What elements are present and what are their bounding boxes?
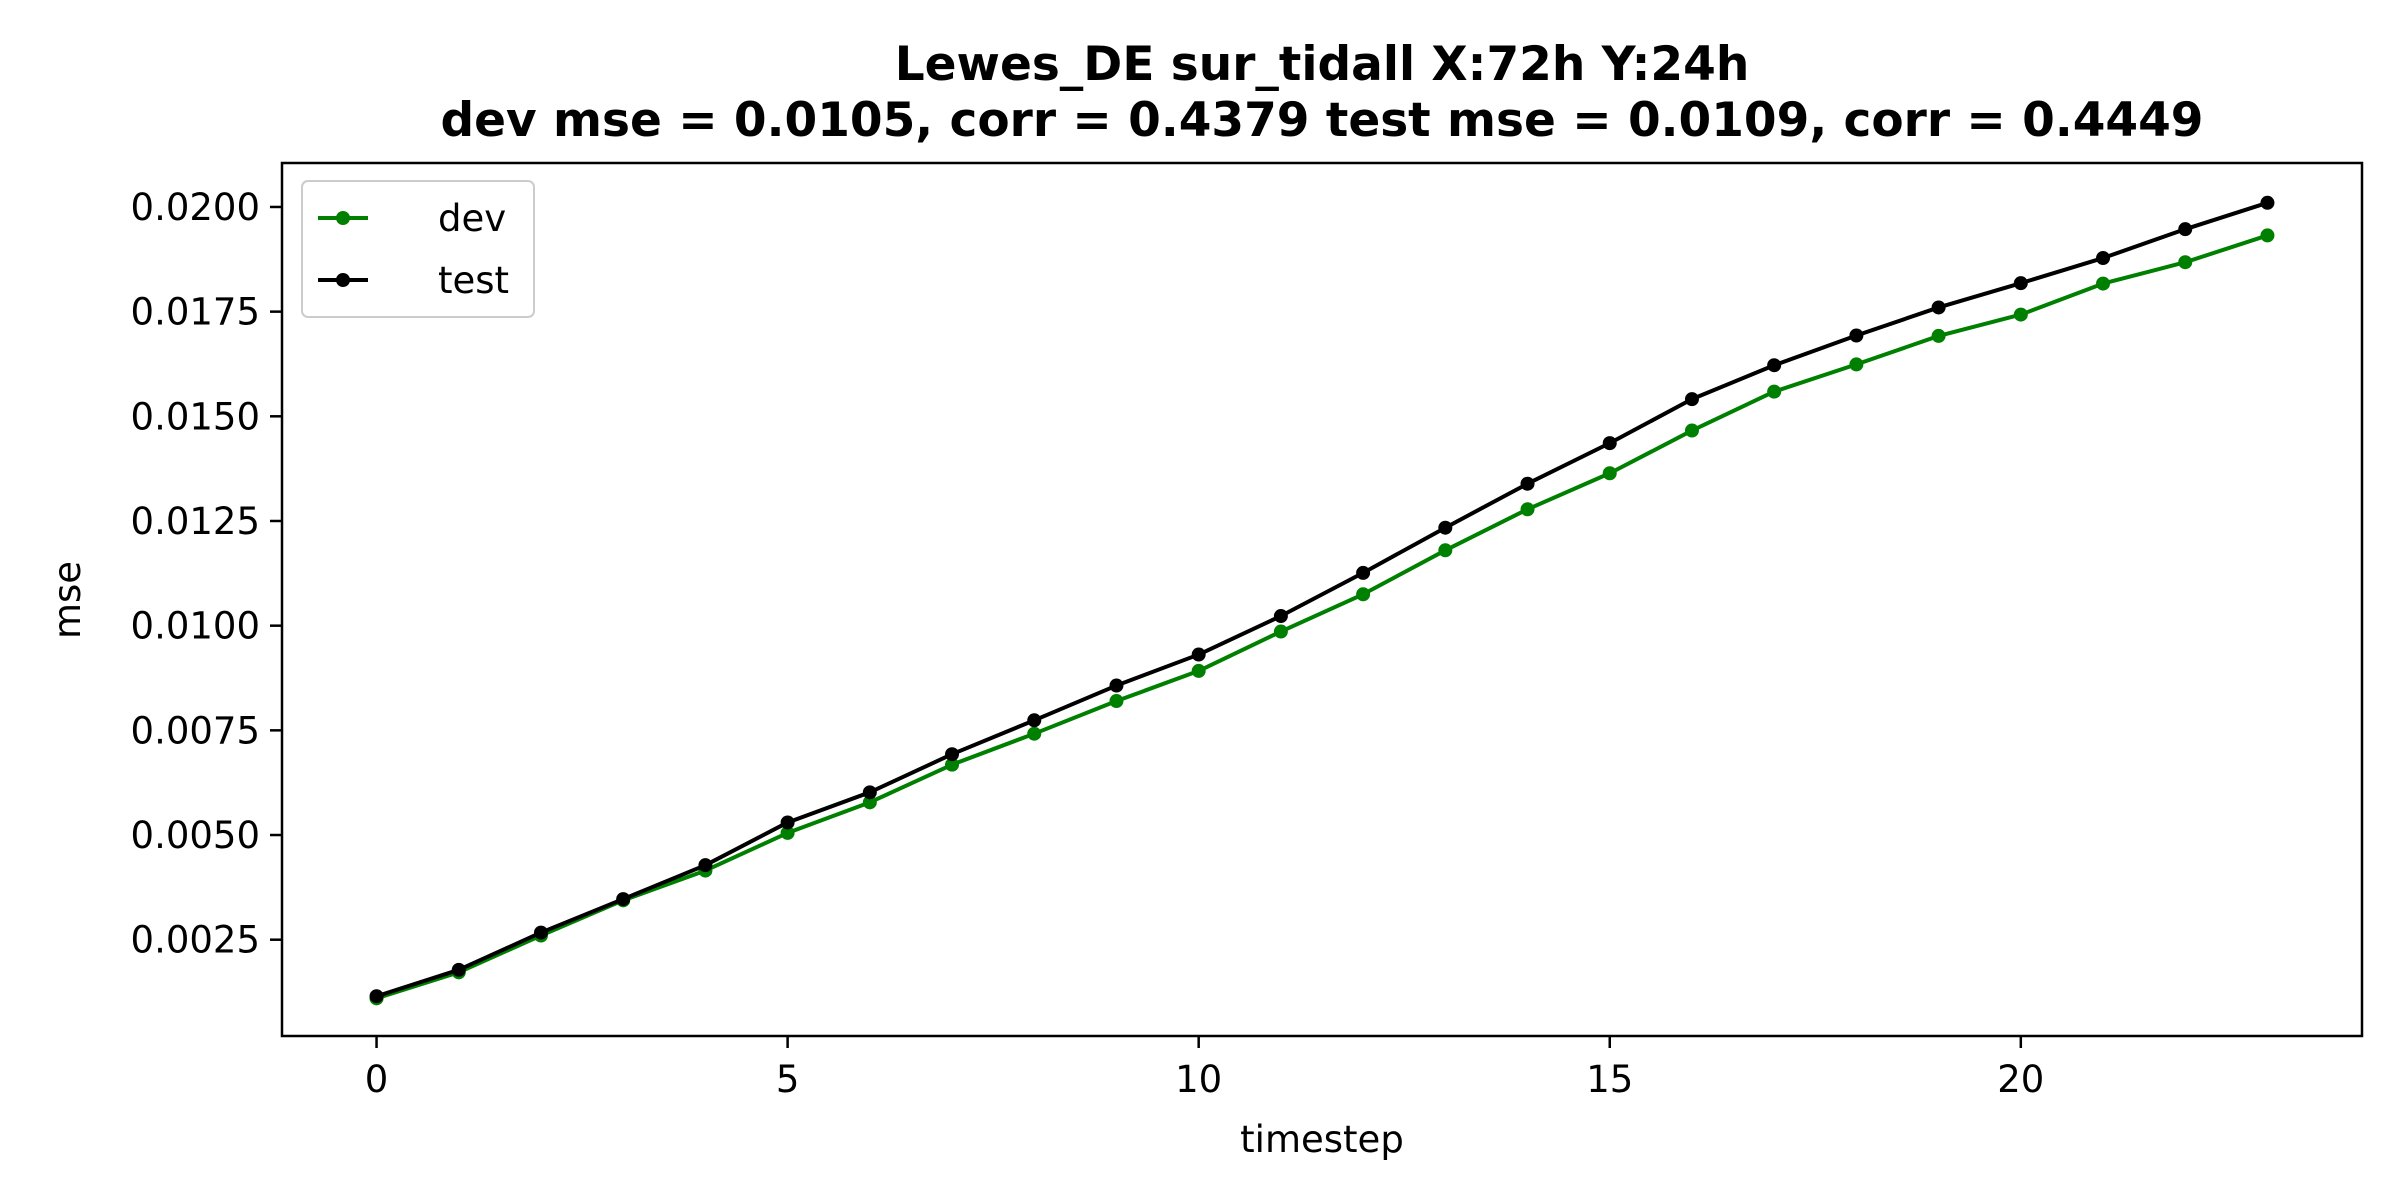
- data-point-test: [1849, 328, 1864, 343]
- data-point-test: [1602, 436, 1617, 451]
- data-point-dev: [1849, 357, 1864, 372]
- data-point-dev: [2260, 228, 2275, 243]
- data-point-test: [1356, 565, 1371, 580]
- data-point-dev: [2178, 255, 2193, 270]
- data-point-test: [1438, 520, 1453, 535]
- data-point-test: [2178, 222, 2193, 237]
- y-axis-label: mse: [46, 561, 89, 639]
- data-point-dev: [1767, 384, 1782, 399]
- data-point-dev: [1520, 502, 1535, 517]
- y-axis: 0.0025 0.0050 0.0075 0.0100 0.0125 0.0150 0.01…: [131, 186, 282, 962]
- series-line-test: [374, 200, 2270, 999]
- plot-area: [280, 161, 2364, 1038]
- x-tick-label: 20: [1997, 1058, 2044, 1101]
- y-tick-label: 0.0200: [131, 186, 260, 229]
- data-point-test: [698, 858, 713, 873]
- data-point-test: [780, 815, 795, 830]
- legend: dev test: [301, 180, 535, 318]
- data-point-dev: [1356, 587, 1371, 602]
- data-point-dev: [862, 795, 877, 810]
- x-tick-label: 0: [365, 1058, 389, 1101]
- legend-box: [301, 180, 535, 318]
- data-point-test: [533, 925, 548, 940]
- x-tick-label: 15: [1586, 1058, 1633, 1101]
- data-point-dev: [1027, 726, 1042, 741]
- legend-marker-test: [336, 273, 350, 287]
- plot-frame: [280, 161, 2364, 1038]
- data-point-dev: [1931, 328, 1946, 343]
- x-axis: 0 5 10 15 20: [365, 1036, 2044, 1101]
- data-point-test: [1273, 609, 1288, 624]
- data-point-test: [1109, 678, 1124, 693]
- data-point-dev: [2096, 276, 2111, 291]
- y-tick-label: 0.0175: [131, 291, 260, 334]
- legend-label-dev: dev: [438, 197, 506, 240]
- series-group: [369, 195, 2275, 1006]
- chart-title-line-1: Lewes_DE sur_tidall X:72h Y:24h: [895, 37, 1750, 92]
- legend-label-test: test: [438, 259, 509, 302]
- data-point-dev: [1191, 663, 1206, 678]
- data-point-test: [1520, 476, 1535, 491]
- y-tick-label: 0.0075: [131, 709, 260, 752]
- data-point-test: [451, 962, 466, 977]
- data-point-test: [1684, 392, 1699, 407]
- data-point-dev: [780, 825, 795, 840]
- data-point-test: [2260, 195, 2275, 210]
- y-tick-label: 0.0150: [131, 395, 260, 438]
- y-tick-label: 0.0125: [131, 500, 260, 543]
- data-point-dev: [1273, 624, 1288, 639]
- chart-title-line-2: dev mse = 0.0105, corr = 0.4379 test mse…: [440, 93, 2203, 148]
- y-tick-label: 0.0025: [131, 919, 260, 962]
- data-point-test: [1767, 358, 1782, 373]
- data-point-dev: [1684, 423, 1699, 438]
- data-point-test: [862, 785, 877, 800]
- data-point-test: [1027, 713, 1042, 728]
- data-point-dev: [945, 757, 960, 772]
- data-point-test: [1931, 300, 1946, 315]
- data-point-test: [369, 989, 384, 1004]
- y-tick-label: 0.0050: [131, 814, 260, 857]
- data-point-dev: [1109, 694, 1124, 709]
- data-point-dev: [1602, 466, 1617, 481]
- legend-marker-dev: [336, 211, 350, 225]
- data-point-dev: [1438, 543, 1453, 558]
- data-point-test: [2096, 251, 2111, 266]
- y-tick-label: 0.0100: [131, 605, 260, 648]
- data-point-test: [945, 747, 960, 762]
- data-point-test: [2013, 276, 2028, 291]
- x-tick-label: 10: [1175, 1058, 1222, 1101]
- series-line-dev: [374, 232, 2270, 1001]
- data-point-test: [1191, 647, 1206, 662]
- data-point-test: [616, 892, 631, 907]
- x-tick-label: 5: [776, 1058, 800, 1101]
- data-point-dev: [2013, 307, 2028, 322]
- x-axis-label: timestep: [1240, 1118, 1404, 1161]
